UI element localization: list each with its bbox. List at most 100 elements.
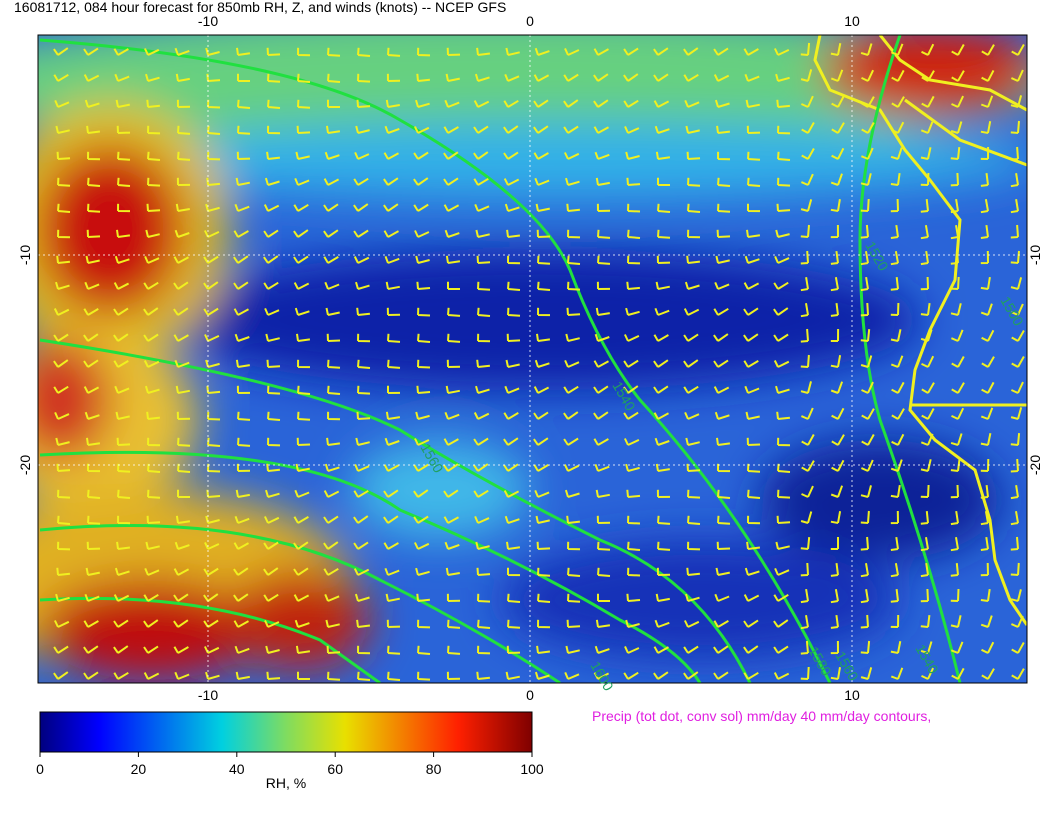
wind-barb bbox=[236, 463, 251, 472]
wind-barb bbox=[294, 619, 310, 628]
wind-barb bbox=[143, 307, 159, 316]
wind-barb bbox=[173, 334, 189, 342]
wind-barb bbox=[860, 640, 871, 654]
wind-barb bbox=[717, 177, 731, 187]
wind-barb bbox=[744, 73, 760, 82]
wind-barb bbox=[774, 255, 790, 264]
wind-barb bbox=[653, 73, 669, 82]
wind-barb bbox=[173, 593, 189, 602]
wind-barb bbox=[203, 230, 220, 238]
wind-barb bbox=[293, 567, 309, 576]
wind-barb bbox=[830, 355, 842, 368]
wind-barb bbox=[84, 411, 100, 420]
wind-barb bbox=[354, 151, 370, 160]
wind-barb bbox=[417, 47, 431, 57]
wind-barb bbox=[86, 125, 101, 134]
wind-barb bbox=[861, 96, 875, 108]
wind-barb bbox=[537, 307, 551, 317]
wind-barb bbox=[353, 489, 369, 498]
wind-barb bbox=[237, 411, 251, 421]
wind-barb bbox=[235, 359, 250, 368]
wind-barb bbox=[175, 73, 190, 82]
wind-barb bbox=[776, 411, 791, 420]
wind-barb bbox=[84, 281, 100, 290]
wind-barb bbox=[205, 203, 220, 212]
colorbar-tick-label: 40 bbox=[229, 761, 245, 777]
wind-barb bbox=[113, 333, 129, 342]
wind-barb bbox=[800, 562, 809, 577]
wind-barb bbox=[503, 125, 519, 134]
wind-barb bbox=[444, 99, 460, 108]
wind-barb bbox=[685, 593, 700, 602]
wind-barb bbox=[597, 567, 611, 577]
wind-barb bbox=[203, 281, 219, 290]
wind-barb bbox=[861, 147, 874, 160]
wind-barb bbox=[891, 408, 905, 420]
wind-barb bbox=[980, 407, 994, 420]
wind-barb bbox=[533, 99, 549, 108]
wind-barb bbox=[593, 99, 609, 108]
wind-barb bbox=[176, 177, 191, 186]
wind-barb bbox=[777, 125, 791, 135]
wind-barb bbox=[1010, 589, 1022, 602]
wind-barb bbox=[683, 47, 699, 56]
wind-barb bbox=[950, 146, 961, 160]
wind-barb bbox=[627, 255, 641, 265]
wind-barb bbox=[921, 382, 935, 394]
wind-barb bbox=[861, 434, 875, 446]
wind-barb bbox=[951, 382, 965, 394]
wind-barb bbox=[415, 567, 430, 576]
colorbar bbox=[39, 711, 533, 753]
lon-label: 0 bbox=[526, 13, 534, 29]
wind-barb bbox=[477, 593, 491, 603]
wind-barb bbox=[264, 177, 280, 186]
wind-barb bbox=[597, 229, 611, 239]
wind-barb bbox=[413, 489, 429, 498]
wind-barb bbox=[324, 151, 340, 160]
wind-barb bbox=[237, 73, 250, 82]
wind-barb bbox=[83, 359, 99, 368]
wind-barb bbox=[655, 151, 671, 160]
wind-barb bbox=[743, 360, 759, 368]
wind-barb bbox=[1010, 407, 1023, 420]
wind-barb bbox=[505, 671, 520, 680]
wind-barb bbox=[533, 386, 550, 394]
wind-barb bbox=[56, 567, 71, 576]
wind-barb bbox=[980, 511, 989, 526]
wind-barb bbox=[830, 302, 839, 317]
wind-barb bbox=[920, 433, 934, 446]
wind-barb bbox=[801, 485, 814, 498]
wind-barb bbox=[657, 229, 671, 239]
wind-barb bbox=[687, 229, 701, 239]
wind-barb bbox=[713, 47, 729, 56]
wind-barb bbox=[890, 198, 899, 213]
wind-barb bbox=[293, 516, 309, 524]
wind-barb bbox=[507, 281, 521, 291]
wind-barb bbox=[507, 307, 521, 317]
wind-barb bbox=[116, 437, 131, 446]
wind-barb bbox=[116, 229, 131, 238]
wind-barb bbox=[627, 203, 641, 213]
wind-barb bbox=[266, 47, 281, 56]
wind-barb bbox=[920, 302, 931, 316]
wind-barb bbox=[951, 44, 965, 56]
wind-barb bbox=[115, 411, 130, 420]
wind-barb bbox=[653, 47, 669, 56]
wind-barb bbox=[357, 333, 371, 343]
wind-barb bbox=[505, 47, 520, 56]
wind-barb bbox=[173, 281, 189, 290]
wind-barb bbox=[776, 99, 790, 108]
wind-barb bbox=[567, 229, 581, 239]
axes: -10 -10 0 0 10 10 -10 -10 -20 -20 bbox=[17, 13, 1043, 703]
wind-barb bbox=[830, 537, 839, 550]
wind-barb bbox=[535, 203, 550, 212]
title: 16081712, 084 hour forecast for 850mb RH… bbox=[14, 0, 506, 15]
wind-barb bbox=[800, 250, 809, 265]
wind-barb bbox=[626, 177, 641, 186]
wind-barb bbox=[267, 385, 281, 395]
wind-barb bbox=[951, 356, 965, 368]
wind-barb bbox=[743, 282, 760, 290]
wind-barb bbox=[323, 229, 339, 238]
wind-barb bbox=[567, 541, 581, 551]
